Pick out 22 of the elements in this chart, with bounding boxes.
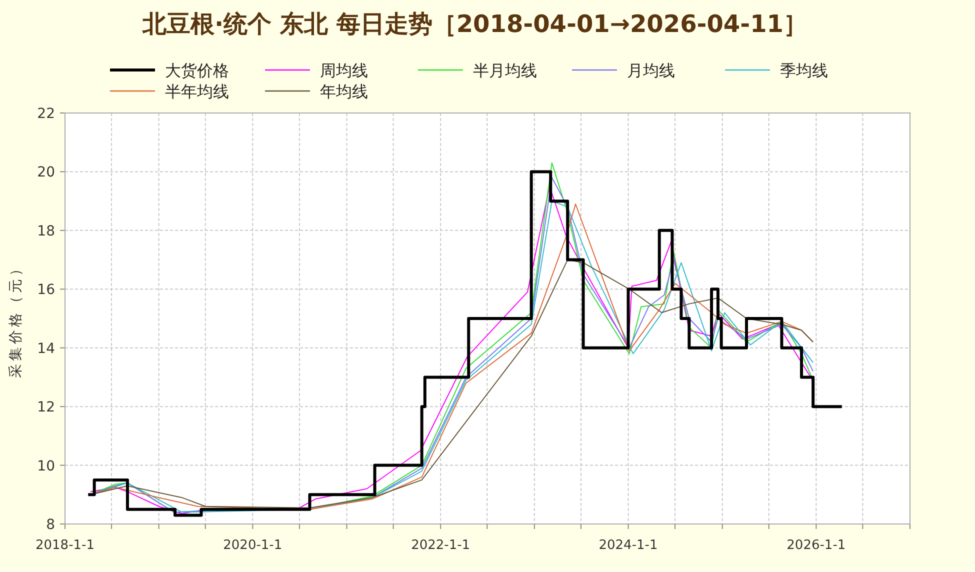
y-tick-label: 12 (37, 400, 55, 416)
y-tick-label: 16 (37, 282, 56, 298)
y-tick-label: 22 (37, 106, 55, 122)
legend-label: 月均线 (627, 61, 675, 80)
x-tick-label: 2022-1-1 (411, 538, 470, 553)
legend-label: 半月均线 (473, 61, 537, 80)
x-tick-label: 2026-1-1 (786, 538, 846, 553)
x-tick-label: 2020-1-1 (223, 538, 282, 553)
chart-title: 北豆根·统个 东北 每日走势［2018-04-01→2026-04-11］ (142, 10, 808, 38)
legend-label: 周均线 (320, 61, 368, 80)
legend-label: 年均线 (320, 82, 368, 101)
y-tick-label: 10 (37, 458, 55, 474)
y-axis-title: 采集价格（元） (8, 259, 24, 378)
y-tick-label: 20 (37, 164, 55, 181)
y-tick-label: 8 (46, 517, 55, 533)
y-tick-label: 14 (37, 340, 56, 357)
legend-label: 半年均线 (165, 82, 229, 101)
x-tick-label: 2024-1-1 (598, 538, 658, 553)
legend-label: 季均线 (780, 61, 828, 80)
x-tick-label: 2018-1-1 (35, 538, 95, 553)
legend-label: 大货价格 (165, 61, 229, 80)
y-tick-label: 18 (37, 223, 55, 240)
